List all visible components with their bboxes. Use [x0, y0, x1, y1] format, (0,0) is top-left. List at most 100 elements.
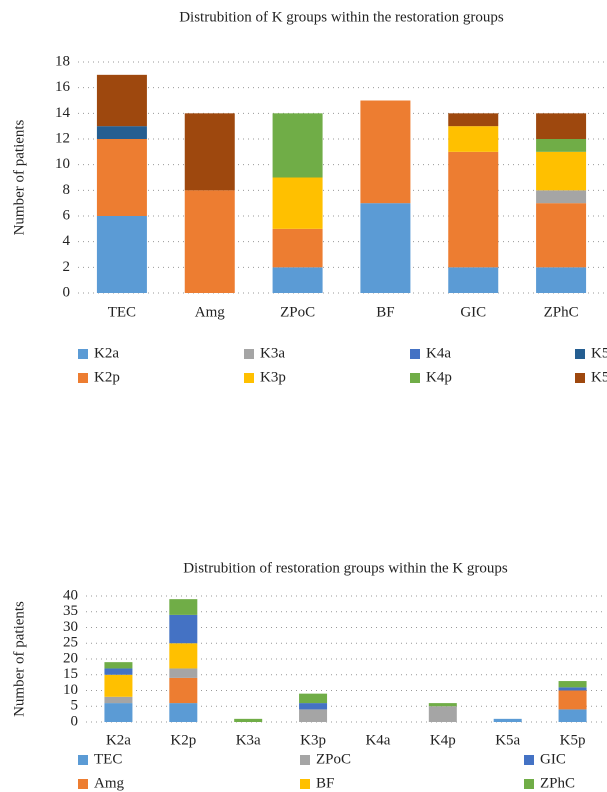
- legend-swatch: [300, 755, 310, 765]
- legend-label: K2p: [94, 369, 120, 385]
- x-tick-label: GIC: [460, 304, 486, 320]
- bar-segment: [184, 113, 235, 191]
- x-tick-label: Amg: [195, 304, 226, 320]
- x-tick-label: K5p: [560, 732, 586, 748]
- legend-label: BF: [316, 775, 334, 791]
- x-tick-label: ZPhC: [544, 304, 579, 320]
- legend-swatch: [244, 349, 254, 359]
- y-tick-label: 6: [63, 207, 71, 223]
- bar-segment: [272, 177, 323, 229]
- x-tick-label: BF: [376, 304, 394, 320]
- bar-segment: [536, 267, 587, 293]
- bar-segment: [448, 151, 499, 268]
- bar-segment: [299, 703, 328, 710]
- legend-label: K3a: [260, 345, 285, 361]
- bar-segment: [169, 643, 198, 669]
- bar-segment: [536, 190, 587, 204]
- legend-label: ZPoC: [316, 751, 351, 767]
- legend-label: K2a: [94, 345, 119, 361]
- legend-swatch: [244, 373, 254, 383]
- bar-segment: [536, 151, 587, 191]
- y-tick-label: 12: [55, 130, 70, 146]
- bar-segment: [272, 228, 323, 268]
- y-axis-label: Number of patients: [11, 601, 27, 717]
- y-axis-label: Number of patients: [11, 119, 27, 235]
- bar-segment: [299, 693, 328, 704]
- legend-swatch: [410, 373, 420, 383]
- y-tick-label: 20: [63, 650, 78, 666]
- bar-segment: [104, 662, 133, 669]
- x-tick-label: K4a: [365, 732, 390, 748]
- bar-segment: [104, 668, 133, 675]
- y-tick-label: 30: [63, 619, 78, 635]
- legend-label: K5a: [591, 345, 607, 361]
- bar-segment: [558, 690, 587, 710]
- bar-segment: [169, 599, 198, 615]
- bar-segment: [169, 703, 198, 722]
- y-tick-label: 14: [55, 105, 71, 121]
- chart-title: Distrubition of restoration groups withi…: [183, 560, 508, 576]
- bar-segment: [428, 703, 457, 707]
- y-tick-label: 40: [63, 587, 78, 603]
- y-tick-label: 0: [63, 284, 71, 300]
- y-tick-label: 16: [55, 79, 71, 95]
- legend-swatch: [78, 373, 88, 383]
- y-tick-label: 35: [63, 603, 78, 619]
- chart-title: Distrubition of K groups within the rest…: [179, 9, 504, 25]
- legend-swatch: [524, 779, 534, 789]
- legend-swatch: [410, 349, 420, 359]
- legend-label: K4p: [426, 369, 452, 385]
- bar-segment: [104, 696, 133, 704]
- bar-segment: [169, 614, 198, 644]
- bar-segment: [96, 126, 147, 139]
- bar-segment: [360, 100, 411, 204]
- x-tick-label: TEC: [108, 304, 136, 320]
- bar-segment: [448, 267, 499, 293]
- bar-segment: [558, 681, 587, 688]
- bar-segment: [169, 668, 198, 678]
- bar-segment: [428, 706, 457, 722]
- bar-segment: [299, 709, 328, 722]
- legend-swatch: [300, 779, 310, 789]
- x-tick-label: K2p: [170, 732, 196, 748]
- bar-segment: [558, 687, 587, 691]
- x-tick-label: K2a: [106, 732, 131, 748]
- y-tick-label: 10: [55, 156, 70, 172]
- y-tick-label: 15: [63, 666, 78, 682]
- bar-segment: [96, 139, 147, 216]
- y-tick-label: 4: [63, 233, 71, 249]
- bar-segment: [360, 203, 411, 293]
- bar-segment: [96, 74, 147, 127]
- bar-segment: [558, 709, 587, 722]
- bar-segment: [448, 113, 499, 127]
- y-tick-label: 10: [63, 682, 78, 698]
- legend-label: K5p: [591, 369, 607, 385]
- y-tick-label: 25: [63, 635, 78, 651]
- x-tick-label: K3p: [300, 732, 326, 748]
- bar-segment: [184, 190, 235, 293]
- legend-label: K3p: [260, 369, 286, 385]
- y-tick-label: 2: [63, 259, 71, 275]
- bar-segment: [104, 703, 133, 722]
- bar-segment: [493, 718, 522, 722]
- bar-segment: [536, 113, 587, 139]
- bar-segment: [536, 203, 587, 268]
- legend-label: GIC: [540, 751, 566, 767]
- bar-segment: [272, 267, 323, 293]
- legend-label: K4a: [426, 345, 451, 361]
- legend-label: Amg: [94, 775, 125, 791]
- legend-swatch: [524, 755, 534, 765]
- bar-segment: [104, 674, 133, 697]
- legend-swatch: [575, 349, 585, 359]
- y-tick-label: 8: [63, 182, 71, 198]
- legend-swatch: [78, 779, 88, 789]
- bar-segment: [169, 677, 198, 704]
- x-tick-label: K5a: [495, 732, 520, 748]
- x-tick-label: ZPoC: [280, 304, 315, 320]
- legend-label: ZPhC: [540, 775, 575, 791]
- bar-segment: [536, 139, 587, 152]
- bar-segment: [234, 718, 263, 722]
- y-tick-label: 5: [71, 698, 79, 714]
- y-tick-label: 18: [55, 53, 70, 69]
